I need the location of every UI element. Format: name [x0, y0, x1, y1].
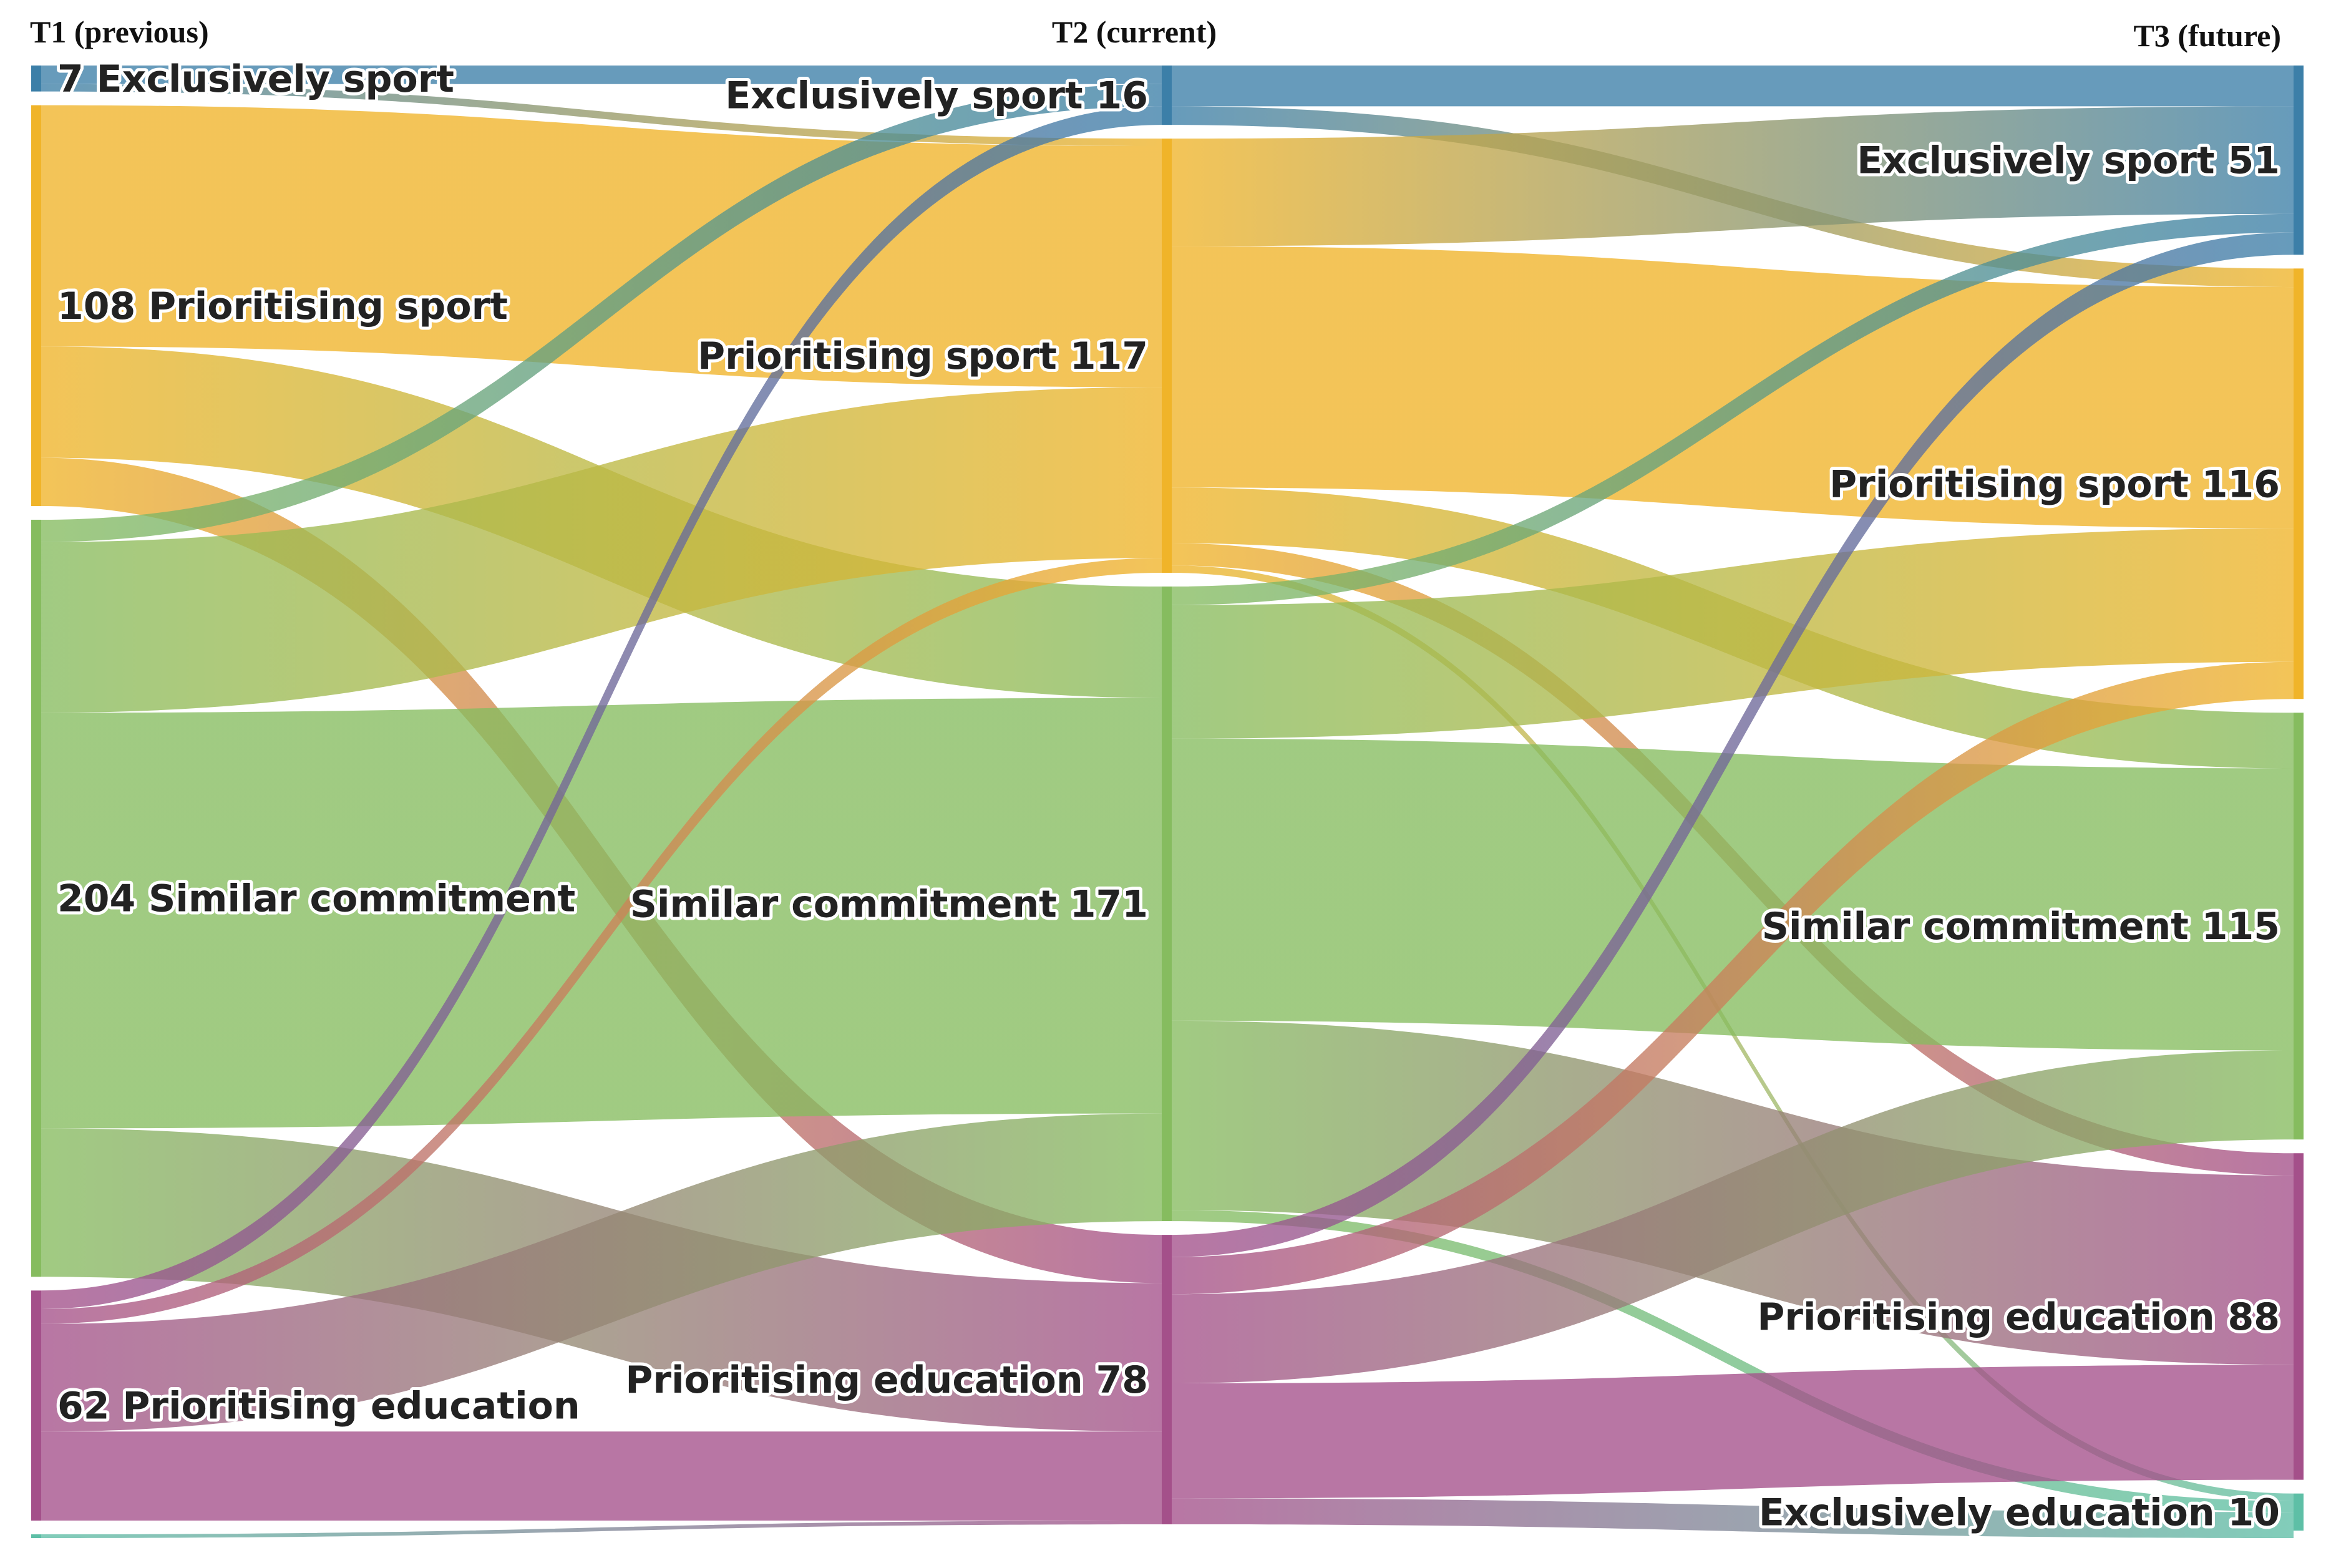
label-t3_pe: Prioritising education 88 [1757, 1295, 2280, 1339]
column-title-t2: T2 (current) [1052, 14, 1217, 49]
node-t3_es [2294, 66, 2304, 255]
link-t1_pe-to-t2_pe [41, 1431, 1162, 1521]
label-t1_es: 7 Exclusively sport [57, 57, 454, 101]
link-t1_sc-to-t2_ps [41, 387, 1162, 713]
column-title-t3: T3 (future) [2133, 18, 2281, 53]
link-t1_sc-to-t2_sc [41, 698, 1162, 1129]
node-t1_sc [31, 519, 41, 1277]
link-t2_pe-to-t3_ee [1172, 1498, 2294, 1538]
link-t2_pe-to-t3_pe [1172, 1365, 2294, 1499]
node-t2_pe [1162, 1235, 1172, 1524]
node-t2_sc [1162, 587, 1172, 1222]
node-t2_ps [1162, 139, 1172, 573]
node-t3_ps [2294, 268, 2304, 699]
label-t3_sc: Similar commitment 115 [1762, 905, 2280, 948]
link-t2_ps-to-t3_ps [1172, 246, 2294, 528]
node-t2_es [1162, 66, 1172, 125]
node-t1_ps [31, 105, 41, 506]
label-t1_sc: 204 Similar commitment [57, 877, 575, 921]
link-t2_sc-to-t3_ee [1172, 1210, 2294, 1512]
node-t1_ee [31, 1534, 41, 1538]
link-t1_ps-to-t2_ps [41, 105, 1162, 387]
link-t2_pe-to-t3_ps [1172, 661, 2294, 1295]
label-t1_pe: 62 Prioritising education [57, 1385, 580, 1428]
label-t2_es: Exclusively sport 16 [725, 74, 1148, 118]
label-t3_es: Exclusively sport 51 [1857, 139, 2280, 183]
link-t2_sc-to-t3_ps [1172, 528, 2294, 739]
column-titles: T1 (previous) T2 (current) T3 (future) [30, 14, 2281, 53]
link-t2_sc-to-t3_sc [1172, 738, 2294, 1051]
label-t3_ee: Exclusively education 10 [1759, 1491, 2280, 1534]
node-t3_pe [2294, 1153, 2304, 1480]
link-t1_pe-to-t2_es [41, 106, 1162, 1310]
link-t2_es-to-t3_es [1172, 66, 2294, 107]
link-t1_es-to-t2_ps [41, 84, 1162, 147]
link-t2_sc-to-t3_es [1172, 213, 2294, 605]
column-title-t1: T1 (previous) [30, 14, 209, 49]
label-t2_pe: Prioritising education 78 [625, 1358, 1148, 1402]
labels-layer: 7 Exclusively sport 108 Prioritising spor… [54, 54, 2283, 1538]
link-t1_ee-to-t2_pe [41, 1521, 1162, 1538]
link-t1_pe-to-t2_sc [41, 1113, 1162, 1432]
link-t2_ps-to-t3_es [1172, 106, 2294, 246]
nodes-layer [31, 66, 2304, 1538]
label-t2_ps: Prioritising sport 117 [698, 334, 1148, 378]
label-t2_sc: Similar commitment 171 [630, 883, 1148, 927]
link-t1_pe-to-t2_ps [41, 558, 1162, 1324]
links-layer [41, 66, 2294, 1538]
node-t3_sc [2294, 713, 2304, 1140]
label-t3_ps: Prioritising sport 116 [1829, 462, 2280, 506]
node-t3_ee [2294, 1493, 2304, 1531]
node-t1_pe [31, 1290, 41, 1521]
link-t1_es-to-t2_es [41, 66, 1162, 84]
link-t2_pe-to-t3_es [1172, 232, 2294, 1257]
label-t1_ps: 108 Prioritising sport [57, 285, 508, 328]
node-t1_es [31, 66, 41, 92]
link-t2_pe-to-t3_sc [1172, 1050, 2294, 1383]
link-t1_sc-to-t2_es [41, 84, 1162, 542]
